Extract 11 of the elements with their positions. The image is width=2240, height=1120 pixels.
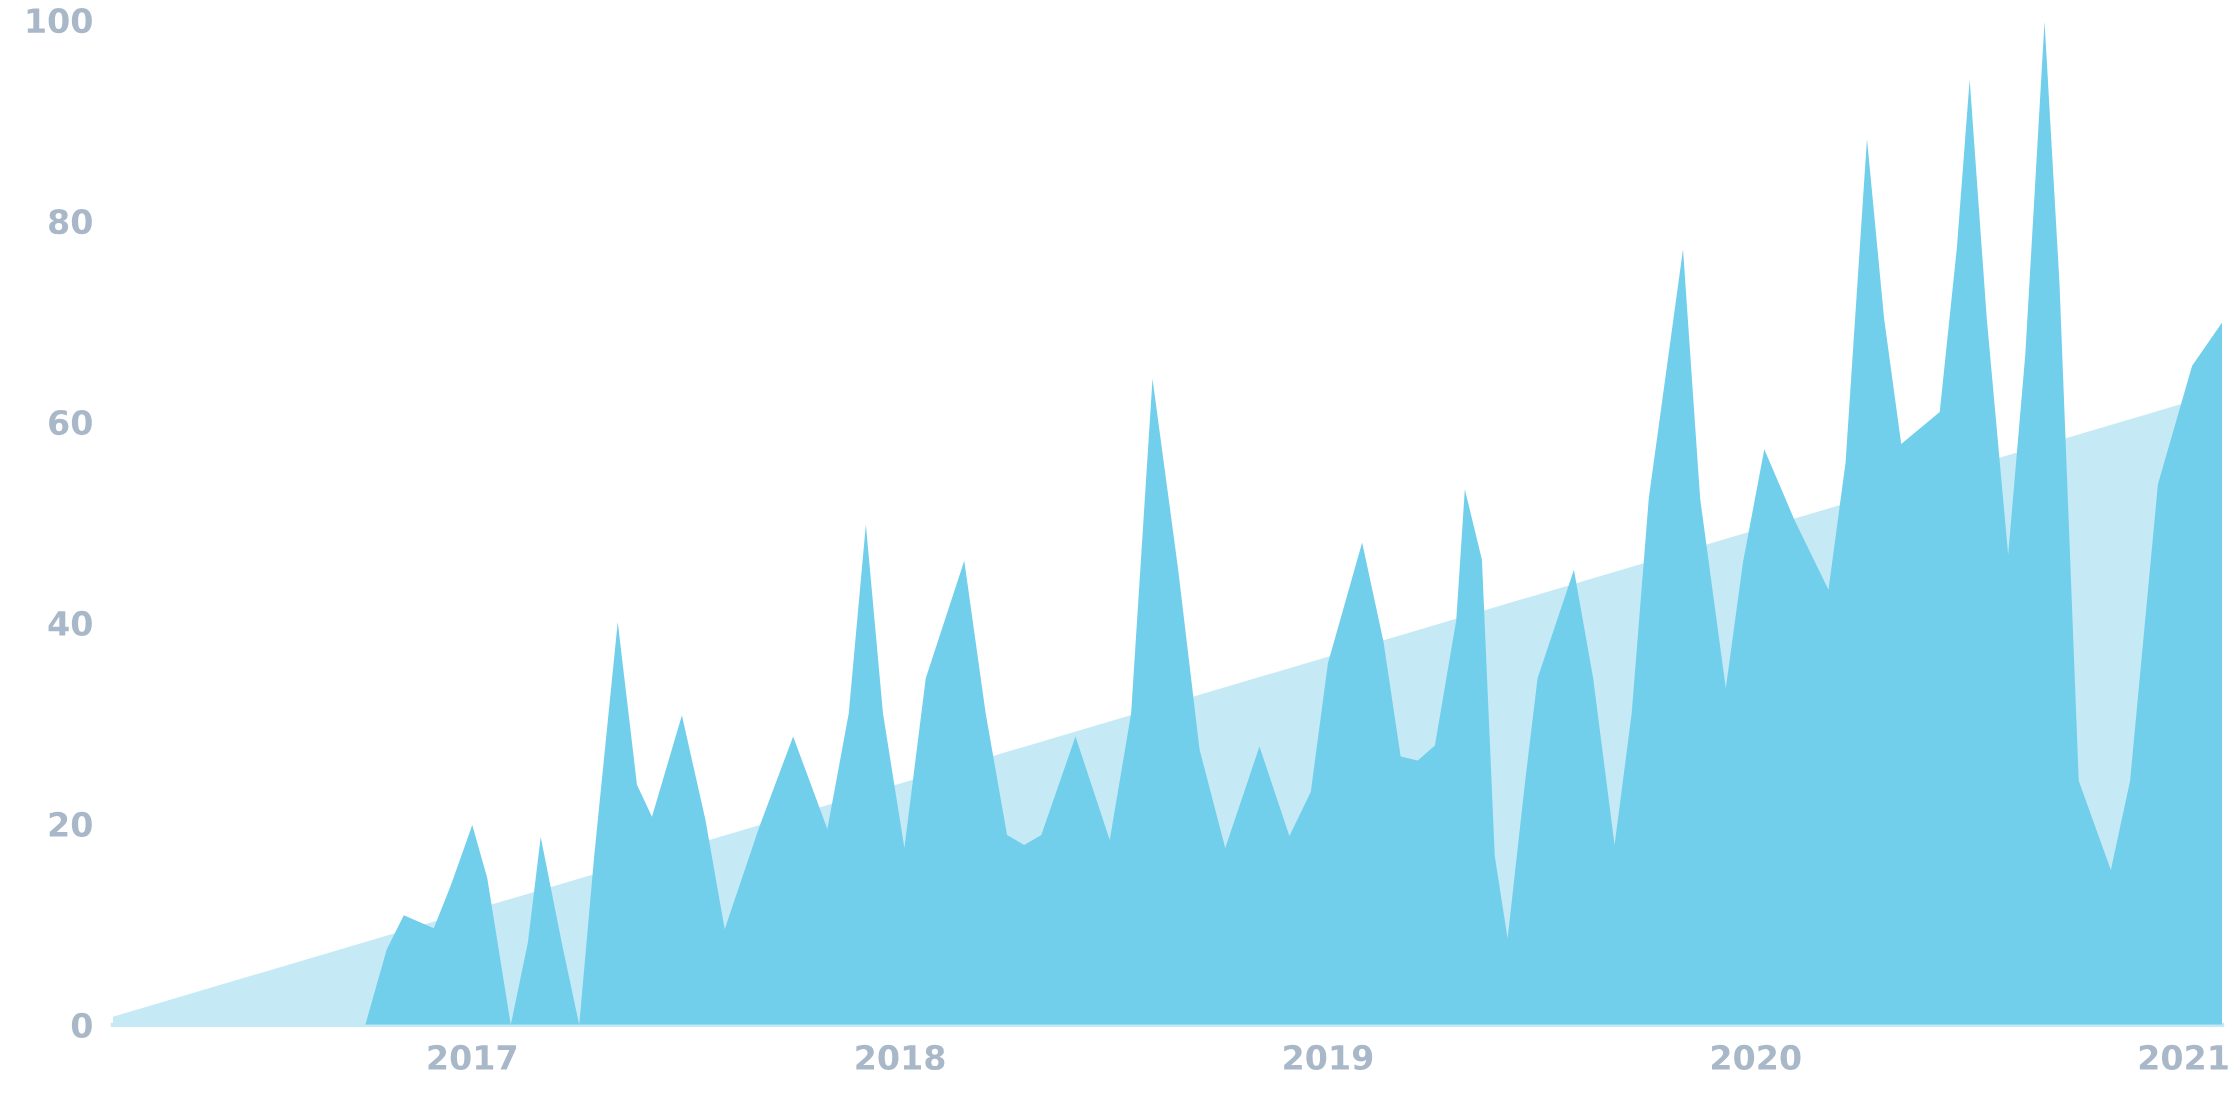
y-tick-label: 100 xyxy=(27,8,92,34)
x-tick-label: 2020 xyxy=(1712,1044,1801,1071)
y-tick-label: 80 xyxy=(49,209,92,235)
y-tick-label: 60 xyxy=(49,409,92,436)
x-tick-label: 2018 xyxy=(856,1044,945,1071)
x-tick-label: 2017 xyxy=(428,1044,517,1071)
x-tick-label: 2019 xyxy=(1284,1044,1373,1071)
y-tick-label: 0 xyxy=(71,1012,92,1038)
y-tick-label: 20 xyxy=(49,811,92,838)
y-tick-label: 40 xyxy=(48,610,92,637)
x-tick-label: 2021 xyxy=(2139,1044,2228,1071)
